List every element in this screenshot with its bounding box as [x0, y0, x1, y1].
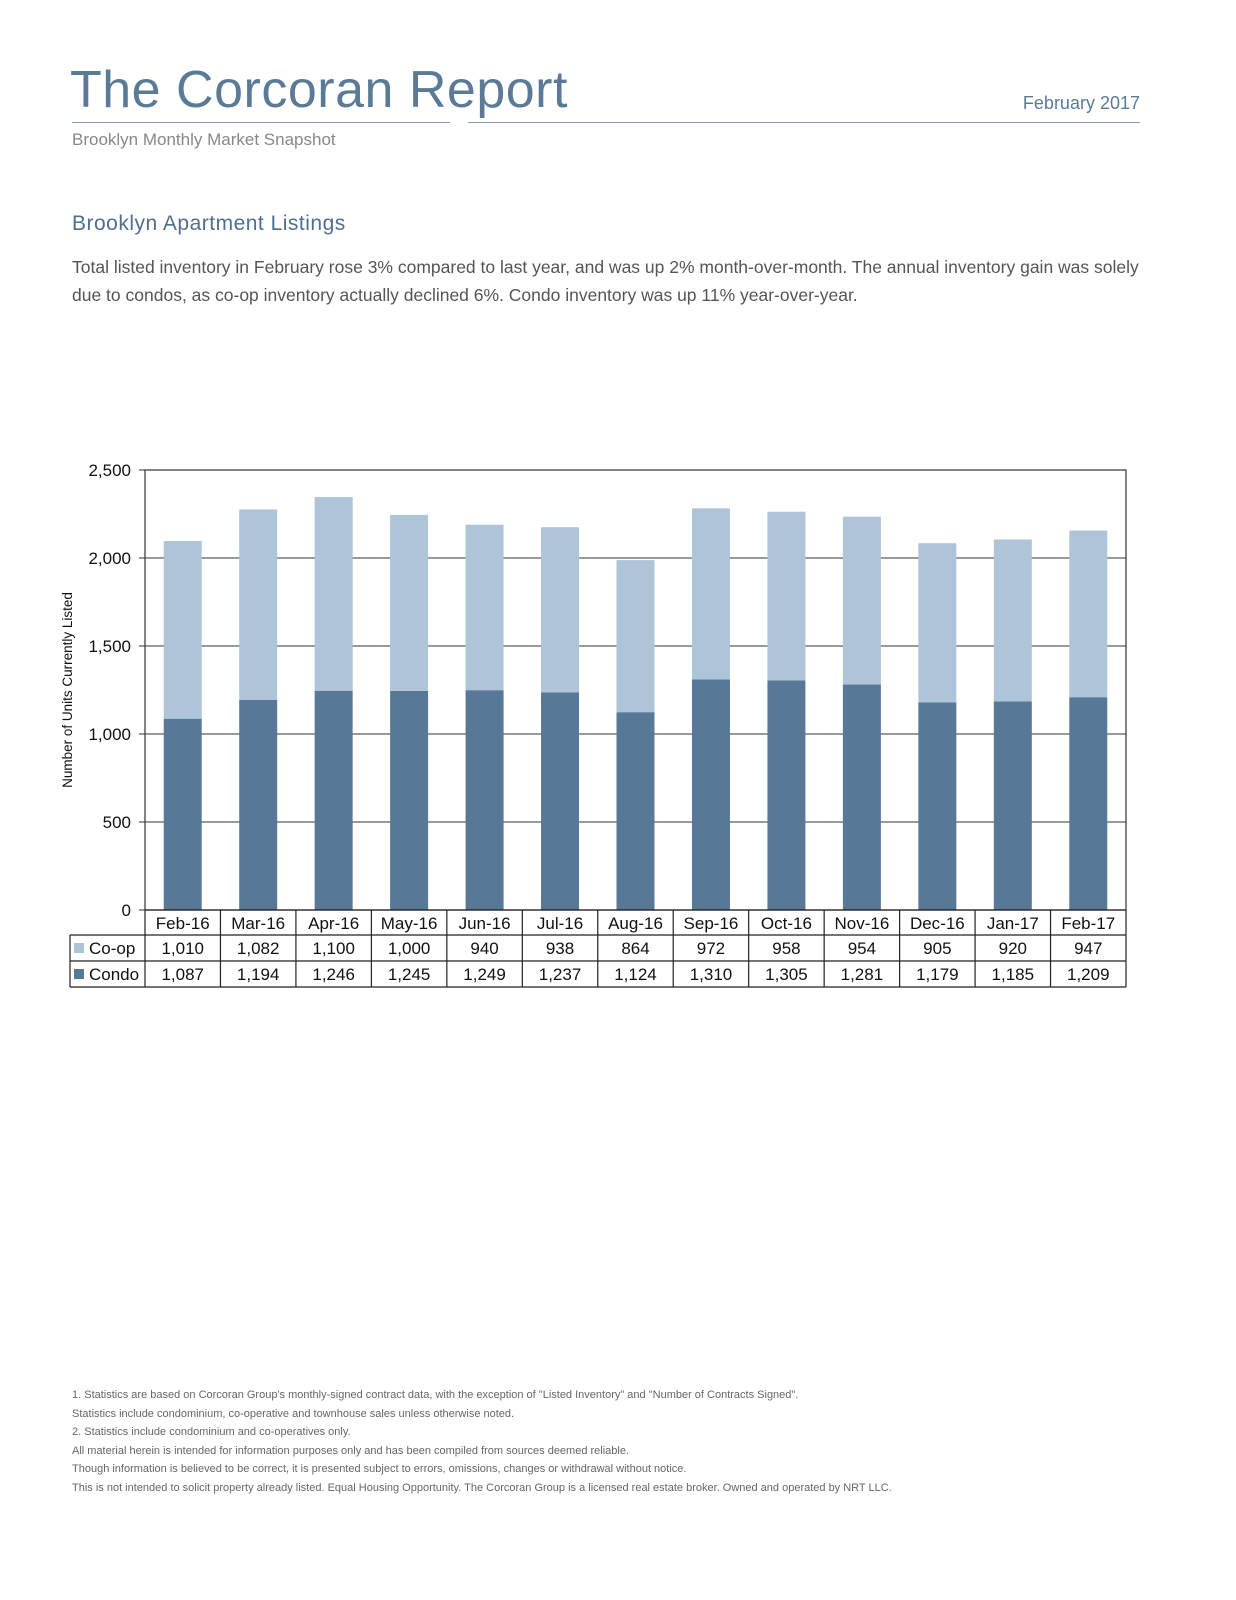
report-subtitle: Brooklyn Monthly Market Snapshot: [72, 130, 336, 149]
bar-coop: [314, 497, 353, 691]
bar-condo: [993, 701, 1032, 910]
bar-coop: [691, 508, 730, 680]
legend-swatch-condo: [74, 969, 84, 979]
data-label-condo: 1,209: [1067, 965, 1110, 984]
data-label-condo: 1,281: [841, 965, 884, 984]
legend-swatch-coop: [74, 943, 84, 953]
data-label-coop: 1,000: [388, 939, 431, 958]
data-label-condo: 1,179: [916, 965, 959, 984]
x-tick-label: Sep-16: [684, 914, 739, 933]
bar-coop: [918, 543, 957, 703]
data-label-coop: 958: [772, 939, 800, 958]
data-label-condo: 1,124: [614, 965, 657, 984]
footnotes: 1. Statistics are based on Corcoran Grou…: [72, 1386, 892, 1497]
report-title: The Corcoran Report: [70, 61, 568, 119]
data-label-condo: 1,185: [992, 965, 1035, 984]
bar-condo: [314, 690, 353, 910]
data-label-condo: 1,237: [539, 965, 582, 984]
x-tick-label: Mar-16: [231, 914, 285, 933]
data-label-condo: 1,245: [388, 965, 431, 984]
bar-condo: [918, 702, 957, 910]
data-label-coop: 1,010: [161, 939, 204, 958]
y-tick-label: 1,500: [88, 637, 131, 656]
footnote: Statistics include condominium, co-opera…: [72, 1407, 515, 1420]
bar-coop: [616, 560, 655, 713]
bar-coop: [767, 511, 806, 681]
footnote: 1. Statistics are based on Corcoran Grou…: [72, 1389, 799, 1401]
bar-coop: [163, 540, 202, 719]
bar-condo: [239, 699, 278, 910]
x-tick-label: Feb-16: [156, 914, 210, 933]
footnote: 2. Statistics include condominium and co…: [72, 1426, 351, 1438]
data-label-coop: 1,082: [237, 939, 280, 958]
footnote: This is not intended to solicit property…: [72, 1481, 892, 1494]
bar-coop: [239, 509, 278, 700]
data-label-coop: 954: [848, 939, 876, 958]
data-label-condo: 1,087: [161, 965, 204, 984]
title-rule: [468, 122, 1140, 123]
footnote: Though information is believed to be cor…: [72, 1463, 687, 1475]
legend-label-coop: Co-op: [89, 939, 135, 958]
stacked-bar-chart: 0 500 1,000 1,500 2,000 2,500 Number of Units …: [60, 461, 1127, 988]
bar-condo: [163, 718, 202, 910]
data-label-condo: 1,249: [463, 965, 506, 984]
y-tick-label: 1,000: [88, 725, 131, 744]
data-label-condo: 1,194: [237, 965, 280, 984]
x-tick-label: Apr-16: [308, 914, 359, 933]
bar-condo: [842, 684, 881, 910]
report-date: February 2017: [1022, 93, 1140, 113]
x-tick-label: Feb-17: [1061, 914, 1115, 933]
y-tick-label: 500: [103, 813, 131, 832]
y-axis-label: Number of Units Currently Listed: [60, 592, 75, 788]
section-paragraph: Total listed inventory in February rose …: [72, 257, 1139, 305]
data-label-condo: 1,310: [690, 965, 733, 984]
x-tick-label: Jan-17: [987, 914, 1039, 933]
x-tick-label: Jun-16: [459, 914, 511, 933]
bar-coop: [390, 514, 429, 691]
bar-condo: [691, 679, 730, 910]
data-label-coop: 1,100: [312, 939, 355, 958]
y-tick-label: 2,500: [88, 461, 131, 480]
data-label-coop: 938: [546, 939, 574, 958]
legend-label-condo: Condo: [89, 965, 139, 984]
bar-condo: [616, 712, 655, 910]
bar-coop: [465, 524, 504, 691]
data-label-condo: 1,246: [312, 965, 355, 984]
data-label-coop: 947: [1074, 939, 1102, 958]
title-rule: [72, 122, 450, 123]
data-label-coop: 864: [621, 939, 649, 958]
x-tick-label: Dec-16: [910, 914, 965, 933]
bar-condo: [541, 692, 580, 910]
bar-coop: [993, 539, 1032, 702]
footnote: All material herein is intended for info…: [72, 1444, 630, 1457]
bar-coop: [842, 516, 881, 685]
y-tick-label: 0: [122, 901, 131, 920]
bar-condo: [767, 680, 806, 910]
data-label-condo: 1,305: [765, 965, 808, 984]
data-label-coop: 972: [697, 939, 725, 958]
bar-coop: [541, 527, 580, 693]
x-tick-label: May-16: [381, 914, 438, 933]
data-label-coop: 940: [470, 939, 498, 958]
section-heading: Brooklyn Apartment Listings: [72, 212, 346, 235]
data-label-coop: 920: [999, 939, 1027, 958]
data-label-coop: 905: [923, 939, 951, 958]
bar-coop: [1069, 530, 1108, 698]
x-tick-label: Jul-16: [537, 914, 583, 933]
x-tick-label: Oct-16: [761, 914, 812, 933]
bar-condo: [390, 690, 429, 910]
x-tick-label: Aug-16: [608, 914, 663, 933]
bar-condo: [465, 690, 504, 910]
bar-condo: [1069, 697, 1108, 910]
x-tick-label: Nov-16: [834, 914, 889, 933]
y-tick-label: 2,000: [88, 549, 131, 568]
